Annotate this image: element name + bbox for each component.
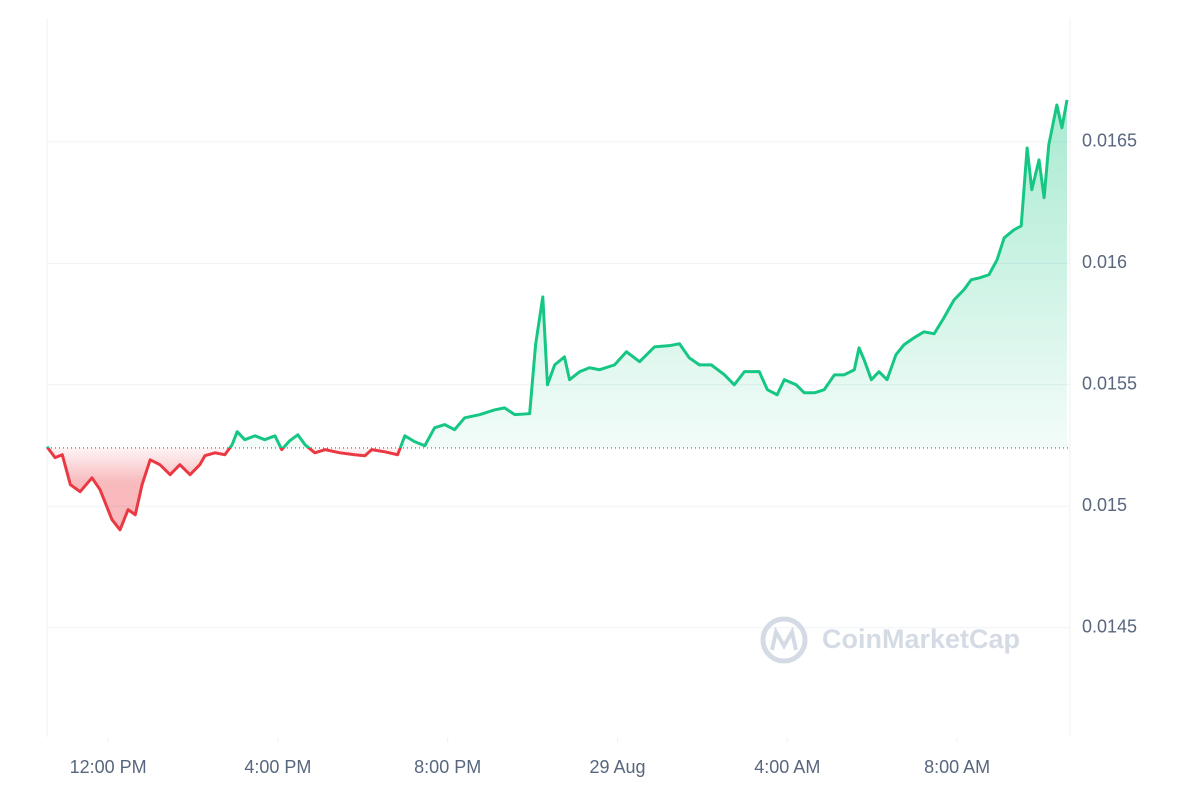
x-tick-label: 4:00 AM <box>754 757 820 777</box>
watermark-text: CoinMarketCap <box>822 624 1020 654</box>
watermark-logo <box>770 626 798 651</box>
x-tick-label: 29 Aug <box>589 757 645 777</box>
watermark-logo <box>760 616 808 664</box>
x-tick-label: 8:00 AM <box>924 757 990 777</box>
y-tick-label: 0.0165 <box>1082 131 1137 151</box>
price-line <box>45 99 1069 532</box>
x-tick-label: 12:00 PM <box>70 757 147 777</box>
y-tick-label: 0.0155 <box>1082 374 1137 394</box>
y-tick-label: 0.0145 <box>1082 616 1137 636</box>
x-tick-label: 8:00 PM <box>414 757 481 777</box>
y-tick-label: 0.015 <box>1082 495 1127 515</box>
watermark: CoinMarketCap <box>760 616 1020 664</box>
area-fill <box>47 99 1068 530</box>
x-tick-label: 4:00 PM <box>244 757 311 777</box>
y-tick-label: 0.016 <box>1082 252 1127 272</box>
